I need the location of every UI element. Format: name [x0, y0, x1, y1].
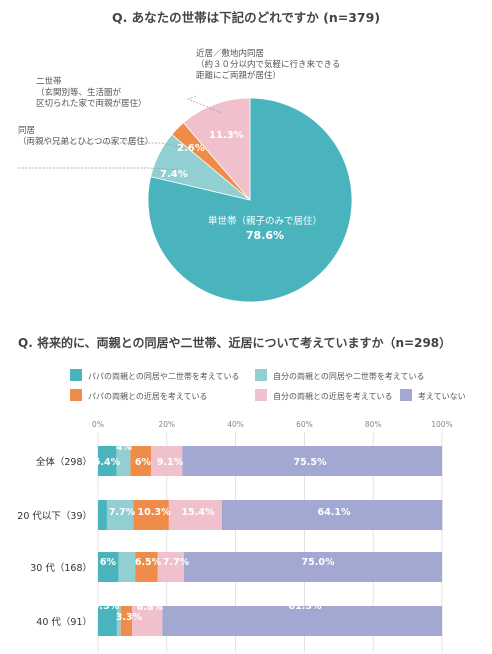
bar-value-label: 6% — [100, 557, 117, 568]
pie-callout-label: 同居 — [18, 126, 35, 136]
category-label: 40 代（91） — [36, 616, 92, 628]
bar-segment — [120, 606, 133, 636]
bar-value-label: 75.5% — [294, 457, 327, 468]
bar-segment — [162, 606, 442, 636]
category-label: 30 代（168） — [30, 562, 92, 574]
bar-segment — [135, 552, 158, 582]
bar-value-label: 3.3% — [116, 612, 143, 623]
category-label: 20 代以下（39） — [17, 510, 92, 522]
bar-segment — [98, 500, 107, 530]
legend-label: 自分の両親との近居を考えている — [273, 391, 393, 401]
bar-value-label: 6.5% — [135, 557, 162, 568]
bar-segment — [116, 446, 131, 476]
pie-title: Q. あなたの世帯は下記のどれですか (n=379) — [112, 10, 380, 25]
pie-callout-label: 距離にご両親が居住） — [196, 70, 281, 81]
bar-value-label: 1.1% — [105, 590, 132, 601]
pie-callout-label: （両親や兄弟とひとつの家で居住） — [18, 136, 153, 147]
legend-label: 自分の両親との同居や二世帯を考えている — [273, 371, 425, 381]
bar-segment — [132, 606, 163, 636]
bar-value-label: 9.1% — [157, 457, 184, 468]
legend-swatch — [70, 389, 82, 401]
x-tick-label: 60% — [296, 420, 313, 429]
bar-value-label: 10.3% — [138, 507, 171, 518]
x-tick-label: 40% — [227, 420, 244, 429]
pie-value-label: 11.3% — [209, 130, 244, 141]
pie-callout-label: （約３０分以内で気軽に行き来できる — [196, 59, 340, 70]
bar-segment — [221, 500, 443, 530]
pie-callout-leader — [18, 167, 179, 171]
bar-value-label: 7.7% — [163, 557, 190, 568]
pie-callout-label: 近居／敷地内同居 — [196, 48, 264, 59]
bar-segment — [130, 446, 151, 476]
bar-segment — [106, 500, 134, 530]
bar-value-label: 81.3% — [289, 601, 322, 612]
x-tick-label: 0% — [92, 420, 104, 429]
pie-callout-label: 二世帯 — [36, 76, 62, 87]
pie-callout-label: （玄関別等、生活圏が — [36, 87, 122, 98]
bar-segment — [98, 446, 117, 476]
bar-segment — [182, 446, 442, 476]
bar-value-label: 5.4% — [94, 457, 121, 468]
legend-swatch — [255, 369, 267, 381]
bar-segment — [168, 500, 222, 530]
bar-segment — [133, 500, 169, 530]
bar-title: Q. 将来的に、両親との同居や二世帯、近居について考えていますか（n=298） — [18, 335, 451, 350]
bar-segment — [98, 606, 117, 636]
bar-value-label: 5.5% — [93, 601, 120, 612]
bar-value-label: 7.7% — [109, 507, 136, 518]
pie-value-label: 7.4% — [160, 169, 188, 180]
bar-value-label: 2.6% — [95, 491, 122, 502]
pie-callout-label: 区切られた家で両親が居住） — [36, 98, 147, 109]
legend-swatch — [255, 389, 267, 401]
pie-callout-leader — [36, 142, 181, 148]
legend-label: パパの両親との近居を考えている — [88, 391, 208, 401]
bar-segment — [150, 446, 183, 476]
bar-value-label: 15.4% — [182, 507, 215, 518]
bar-segment — [116, 606, 121, 636]
x-tick-label: 80% — [365, 420, 382, 429]
pie-slice-label: 単世帯（親子のみで居住） — [208, 215, 322, 227]
bar-value-label: 75.0% — [302, 557, 335, 568]
bar-segment — [184, 552, 442, 582]
bar-segment — [157, 552, 184, 582]
pie-value-label: 78.6% — [246, 229, 284, 242]
bar-segment — [118, 552, 136, 582]
bar-value-label: 8.8% — [137, 602, 164, 613]
legend-label: 考えていない — [418, 392, 466, 401]
bar-value-label: 6% — [135, 457, 152, 468]
bar-value-label: 4% — [116, 442, 133, 453]
bar-segment — [98, 552, 119, 582]
bar-value-label: 4.8% — [115, 543, 142, 554]
legend-label: パパの両親との同居や二世帯を考えている — [88, 371, 240, 381]
legend-swatch — [400, 389, 412, 401]
bar-value-label: 64.1% — [318, 507, 351, 518]
category-label: 全体（298） — [36, 456, 92, 468]
legend-swatch — [70, 369, 82, 381]
x-tick-label: 20% — [158, 420, 175, 429]
pie-callout-leader — [187, 95, 223, 114]
pie-value-label: 2.6% — [177, 143, 205, 154]
pie-slice — [182, 97, 251, 202]
x-tick-label: 100% — [431, 420, 452, 429]
